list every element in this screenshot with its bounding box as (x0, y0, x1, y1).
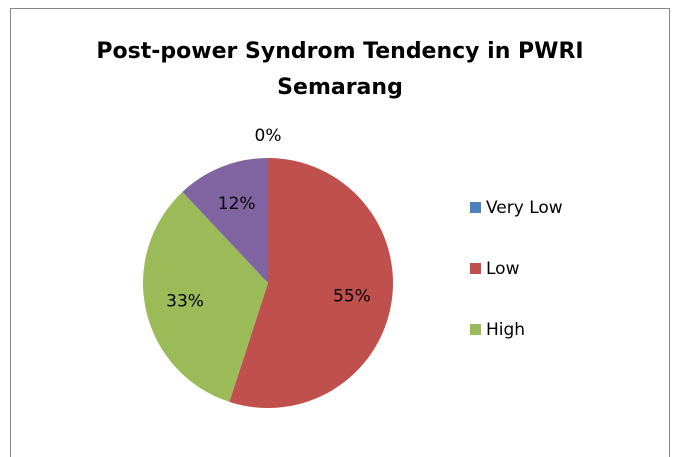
legend-swatch (470, 324, 481, 335)
data-label: 0% (255, 126, 282, 146)
legend-label: High (486, 320, 525, 340)
data-label: 55% (333, 286, 371, 306)
pie-slice (182, 158, 268, 283)
chart-title: Post-power Syndrom Tendency in PWRI Semar… (96, 39, 583, 100)
legend-label: Very Low (486, 198, 563, 218)
legend-label: Low (486, 259, 520, 279)
legend-swatch (470, 263, 481, 274)
pie-slice (142, 191, 268, 402)
pie-slice (229, 158, 393, 409)
data-label: 33% (166, 292, 204, 312)
legend-swatch (470, 202, 481, 213)
data-label: 12% (218, 194, 256, 214)
